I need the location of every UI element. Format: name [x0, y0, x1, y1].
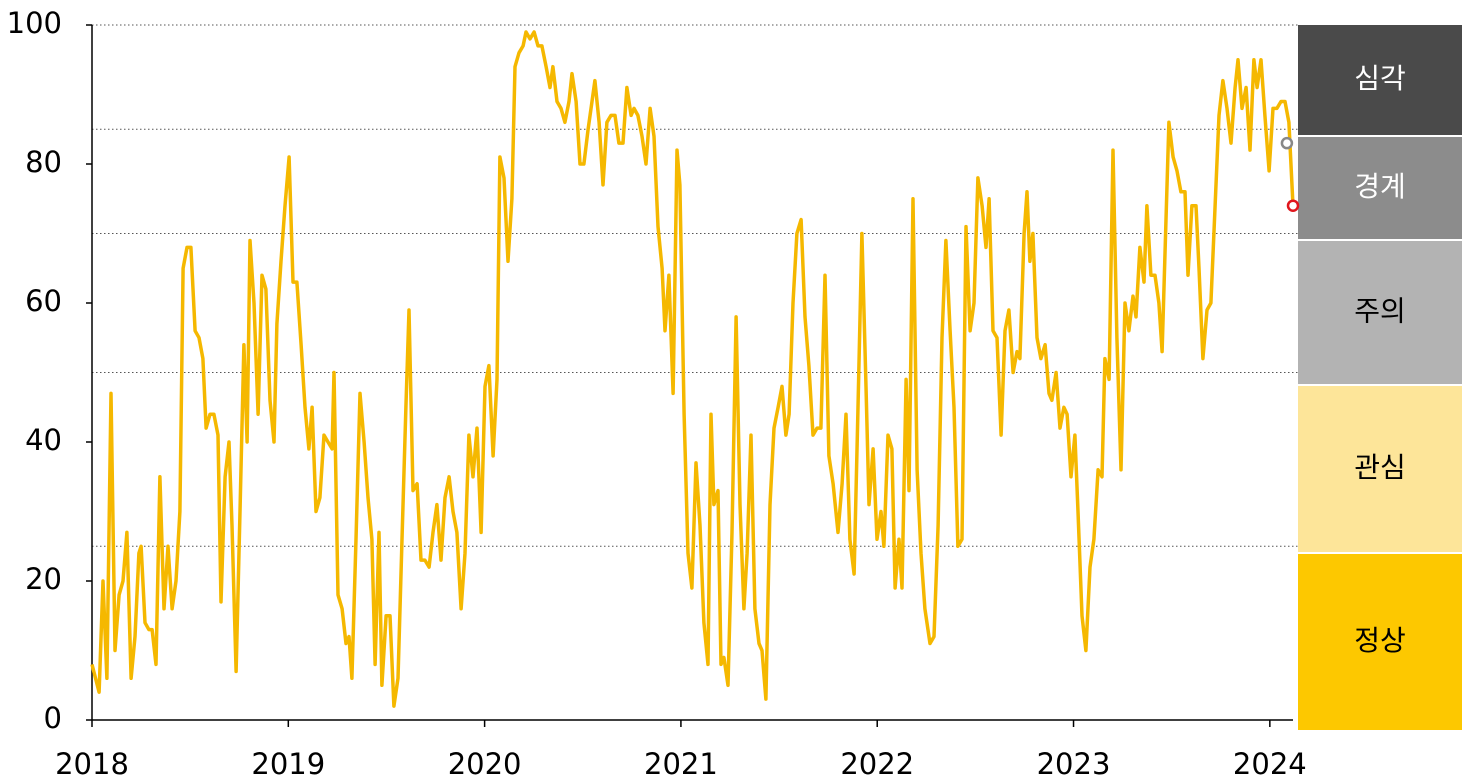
zone-box [1298, 241, 1462, 384]
x-tick-label: 2023 [1037, 747, 1111, 781]
highlight-point [1280, 136, 1294, 150]
x-tick-label: 2019 [251, 747, 325, 781]
y-tick-label: 60 [25, 284, 62, 318]
highlight-point [1286, 199, 1300, 212]
x-tick-label: 2022 [840, 747, 914, 781]
x-tick-label: 2024 [1233, 747, 1307, 781]
x-tick-label: 2021 [644, 747, 718, 781]
zone-label: 경계 [1354, 170, 1406, 203]
zone-label: 관심 [1354, 451, 1406, 484]
data-line [90, 30, 1295, 708]
zone-box [1298, 554, 1462, 730]
zone-box [1298, 386, 1462, 552]
zone-box [1298, 137, 1462, 239]
zone-label: 심각 [1354, 62, 1406, 95]
x-tick-label: 2020 [448, 747, 522, 781]
y-tick-label: 40 [25, 423, 62, 457]
x-tick-label: 2018 [55, 747, 129, 781]
zone-label: 주의 [1354, 295, 1406, 328]
y-tick-label: 100 [7, 6, 62, 40]
y-tick-label: 20 [25, 562, 62, 596]
y-tick-label: 0 [44, 701, 62, 735]
y-tick-label: 80 [25, 145, 62, 179]
zone-box [1298, 25, 1462, 135]
zone-label: 정상 [1354, 624, 1406, 657]
